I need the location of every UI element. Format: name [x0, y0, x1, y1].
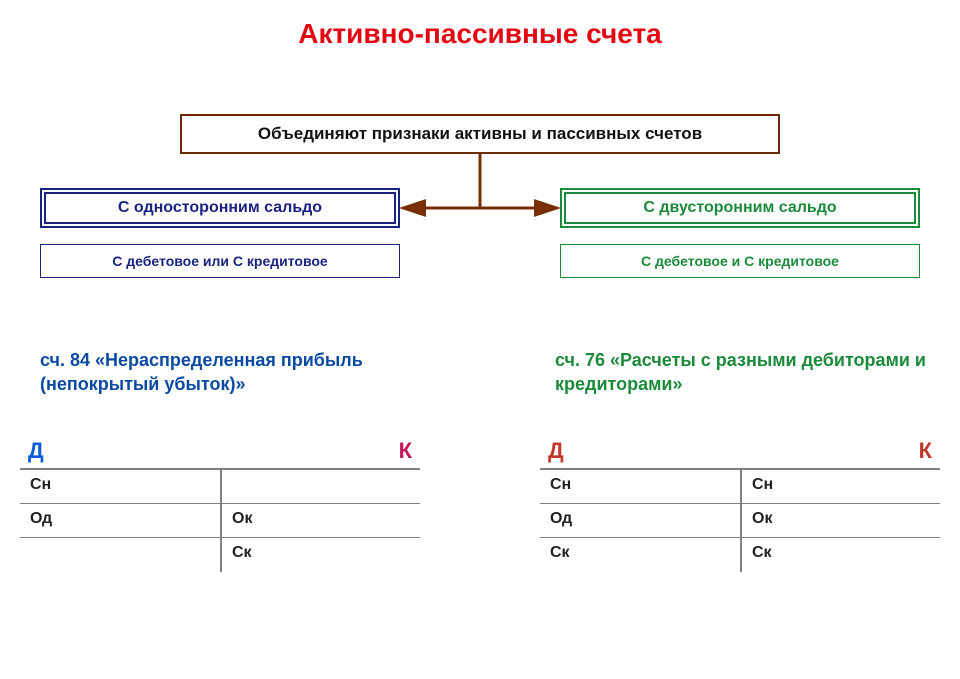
left-credit-label: К — [399, 438, 412, 464]
left-debit-label: Д — [28, 438, 44, 464]
right-debit-label: Д — [548, 438, 564, 464]
t-cell: Од — [540, 504, 740, 538]
right-t-body: СнОдСк СнОкСк — [540, 470, 940, 572]
right-branch-subbox: С дебетовое и С кредитовое — [560, 244, 920, 278]
right-branch-box: С двусторонним сальдо — [560, 188, 920, 228]
t-cell: Ок — [742, 504, 940, 538]
main-definition-text: Объединяют признаки активны и пассивных … — [258, 124, 702, 144]
left-branch-box-inner: С односторонним сальдо — [44, 192, 396, 224]
left-t-col-debit: СнОд — [20, 470, 220, 572]
right-branch-label: С двусторонним сальдо — [643, 199, 836, 217]
right-credit-label: К — [919, 438, 932, 464]
page-title: Активно-пассивные счета — [0, 18, 960, 50]
left-branch-subbox: С дебетовое или С кредитовое — [40, 244, 400, 278]
t-cell: Сн — [742, 470, 940, 504]
t-cell: Ск — [540, 538, 740, 572]
left-t-body: СнОд ОкСк — [20, 470, 420, 572]
t-cell: Ск — [222, 538, 420, 572]
left-t-header: Д К — [20, 438, 420, 470]
right-t-account: Д К СнОдСк СнОкСк — [540, 438, 940, 572]
left-branch-box: С односторонним сальдо — [40, 188, 400, 228]
right-branch-subbox-text: С дебетовое и С кредитовое — [641, 253, 839, 269]
left-account-title: сч. 84 «Нераспределенная прибыль (непокр… — [40, 348, 420, 397]
left-t-col-credit: ОкСк — [220, 470, 420, 572]
t-cell: Сн — [20, 470, 220, 504]
right-branch-box-inner: С двусторонним сальдо — [564, 192, 916, 224]
t-cell: Ок — [222, 504, 420, 538]
t-cell: Од — [20, 504, 220, 538]
main-definition-box: Объединяют признаки активны и пассивных … — [180, 114, 780, 154]
left-branch-label: С односторонним сальдо — [118, 199, 322, 217]
t-cell: Ск — [742, 538, 940, 572]
t-cell — [20, 538, 220, 572]
right-t-col-debit: СнОдСк — [540, 470, 740, 572]
t-cell: Сн — [540, 470, 740, 504]
right-account-title: сч. 76 «Расчеты с разными дебиторами и к… — [555, 348, 935, 397]
left-t-account: Д К СнОд ОкСк — [20, 438, 420, 572]
right-t-col-credit: СнОкСк — [740, 470, 940, 572]
left-branch-subbox-text: С дебетовое или С кредитовое — [112, 253, 327, 269]
t-cell — [222, 470, 420, 504]
right-t-header: Д К — [540, 438, 940, 470]
